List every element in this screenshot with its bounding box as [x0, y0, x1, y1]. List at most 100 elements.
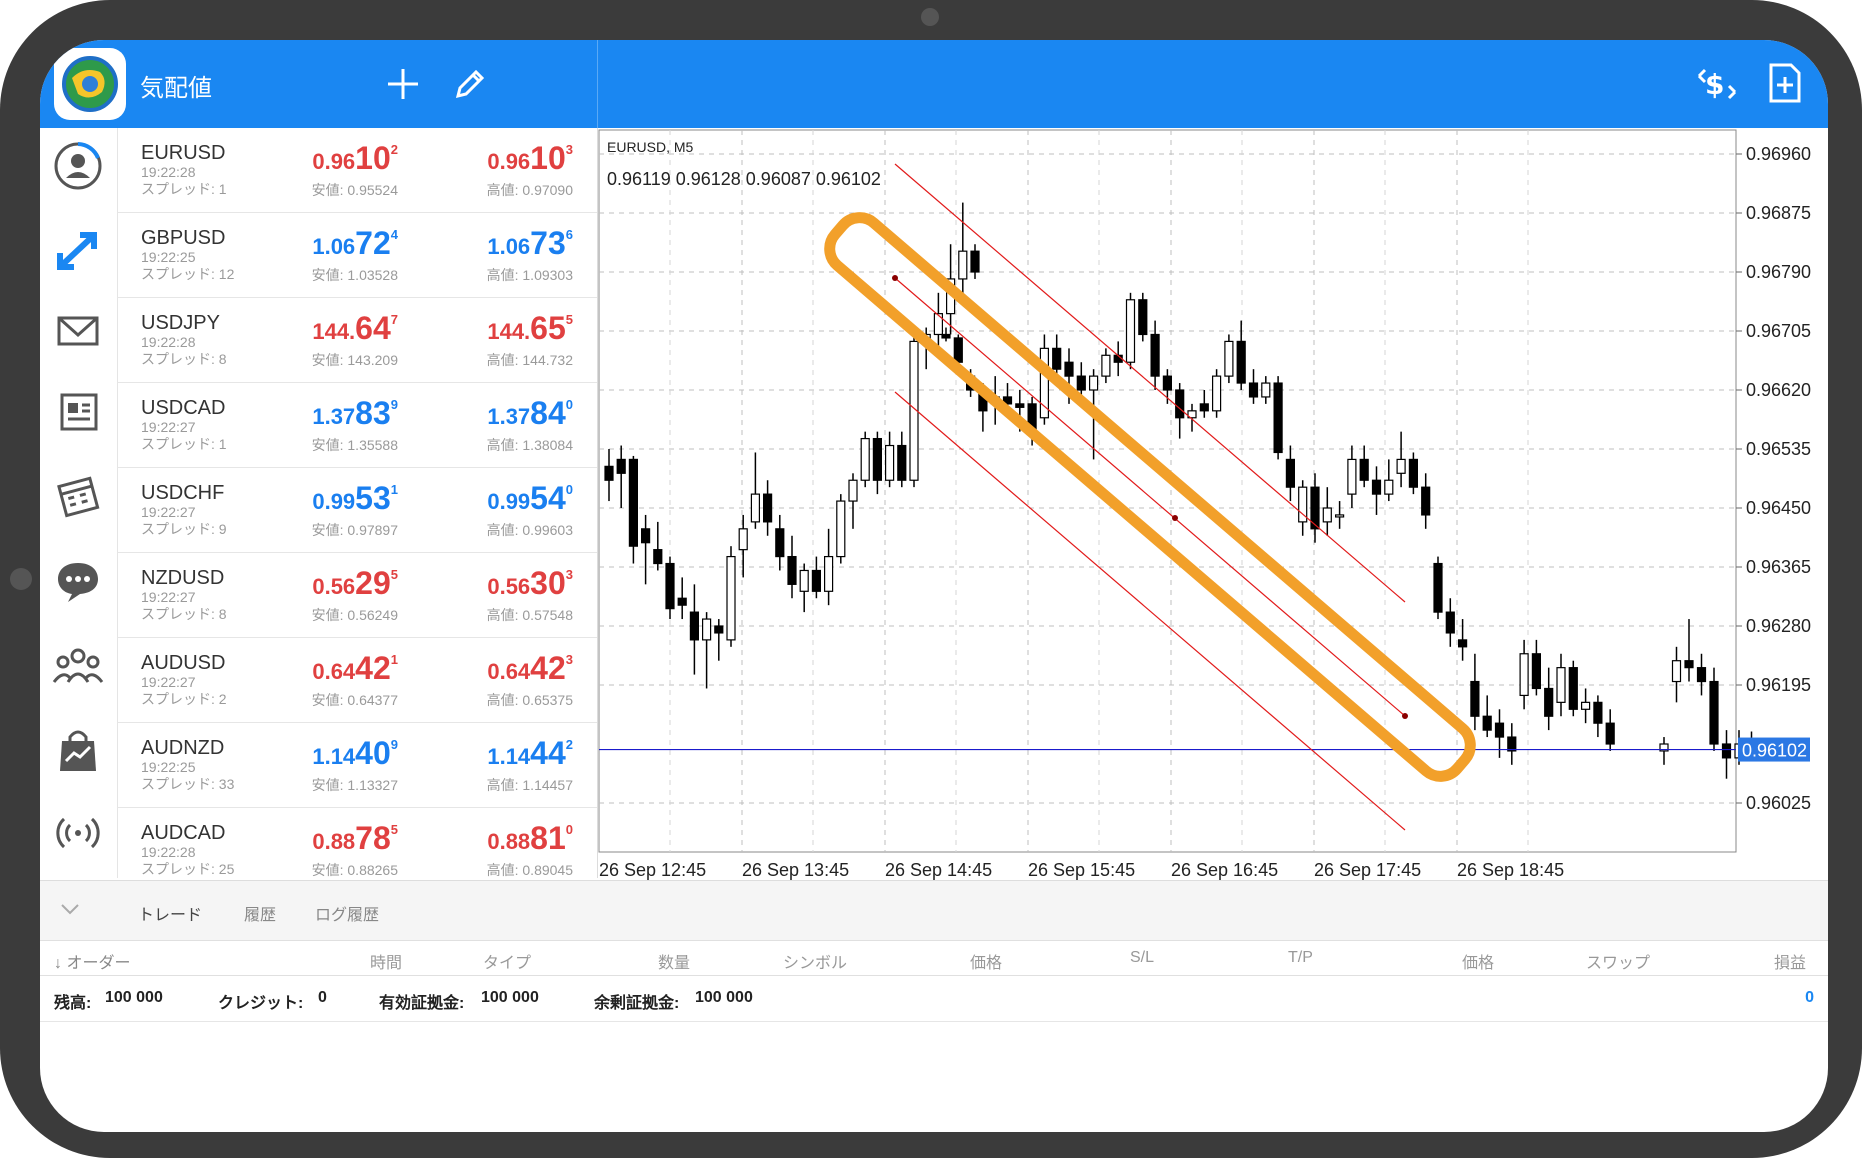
- candle-down: [1470, 680, 1480, 717]
- x-tick-label: 26 Sep 18:45: [1457, 860, 1564, 880]
- market-bag-icon[interactable]: [50, 723, 106, 779]
- chart-panel[interactable]: 0.96102 0.96960 0.96875 0.96790 0.96705 0.96…: [597, 128, 1828, 880]
- total-profit: 0: [1805, 989, 1814, 1006]
- candle-up: [1322, 507, 1332, 523]
- channel-lower-line: [894, 391, 1406, 831]
- candle-up: [1347, 458, 1357, 495]
- ask-prefix: 0.88: [487, 829, 531, 854]
- side-button[interactable]: [10, 568, 32, 590]
- candle-up: [1125, 299, 1136, 363]
- candle-down: [1408, 458, 1419, 488]
- quote-time: 19:22:27: [141, 504, 196, 520]
- edit-pencil-icon[interactable]: [452, 66, 488, 107]
- candle-down: [1482, 715, 1492, 731]
- x-tick-label: 26 Sep 16:45: [1171, 860, 1278, 880]
- calendar-icon[interactable]: [50, 468, 106, 524]
- quote-row[interactable]: GBPUSD 19:22:25 スプレッド: 12 1.06724 1.06736 安値:…: [117, 213, 597, 298]
- col-price[interactable]: 価格: [970, 955, 1003, 972]
- col-sl[interactable]: S/L: [1130, 949, 1155, 966]
- col-profit[interactable]: 損益: [1774, 955, 1807, 972]
- candle-down: [628, 458, 639, 547]
- quote-bid[interactable]: 1.37839: [312, 395, 398, 432]
- candle-up: [738, 528, 748, 551]
- community-icon[interactable]: [50, 638, 106, 694]
- tab-history[interactable]: 履歴: [244, 907, 277, 924]
- ask-prefix: 144.: [487, 319, 531, 344]
- quote-row[interactable]: AUDUSD 19:22:27 スプレッド: 2 0.64421 0.64423 安値: …: [117, 638, 597, 723]
- col-tp[interactable]: T/P: [1288, 949, 1313, 966]
- quote-ask[interactable]: 0.88810: [487, 820, 573, 857]
- quote-ask[interactable]: 1.37840: [487, 395, 573, 432]
- candle-down: [1371, 479, 1382, 495]
- y-tick-label: 0.96875: [1746, 203, 1811, 223]
- candle-down: [1721, 743, 1732, 759]
- camera-dot: [921, 8, 939, 26]
- quote-low: 安値: 1.35588: [311, 437, 398, 453]
- candle-up: [1671, 660, 1682, 683]
- mail-icon[interactable]: [50, 303, 106, 359]
- col-swap[interactable]: スワップ: [1586, 955, 1651, 972]
- tab-trade[interactable]: トレード: [138, 907, 203, 924]
- quote-bid[interactable]: 144.647: [312, 310, 398, 347]
- quote-ask[interactable]: 144.655: [487, 310, 573, 347]
- quote-row[interactable]: AUDCAD 19:22:28 スプレッド: 25 0.88785 0.88810 安値:…: [117, 808, 597, 878]
- balance-label: 残高:: [54, 995, 92, 1012]
- col-volume[interactable]: 数量: [658, 955, 691, 972]
- quote-ask[interactable]: 0.56303: [487, 565, 573, 602]
- quote-ask[interactable]: 0.96103: [487, 140, 573, 177]
- candle-up: [1187, 410, 1197, 419]
- candle-up: [750, 493, 760, 523]
- quote-bid[interactable]: 0.56295: [312, 565, 398, 602]
- candle-up: [958, 250, 968, 280]
- quote-row[interactable]: EURUSD 19:22:28 スプレッド: 1 0.96102 0.96103 安値: …: [117, 128, 597, 213]
- quote-bid[interactable]: 1.06724: [312, 225, 398, 262]
- quote-ask[interactable]: 0.64423: [487, 650, 573, 687]
- chevron-down-icon[interactable]: [58, 899, 82, 924]
- quote-row[interactable]: USDCHF 19:22:27 スプレッド: 9 0.99531 0.99540 安値: …: [117, 468, 597, 553]
- candle-down: [1568, 667, 1578, 710]
- quote-bid[interactable]: 0.99531: [312, 480, 398, 517]
- channel-anchor-mid: [1172, 515, 1178, 521]
- candle-up: [860, 437, 870, 481]
- bid-prefix: 1.14: [312, 744, 356, 769]
- svg-text:$: $: [1705, 68, 1724, 101]
- quote-row[interactable]: USDJPY 19:22:28 スプレッド: 8 144.647 144.655 安値: …: [117, 298, 597, 383]
- channel-anchor-end: [1402, 713, 1408, 719]
- add-icon[interactable]: [385, 66, 421, 107]
- app-logo-icon[interactable]: [54, 48, 126, 120]
- chat-icon[interactable]: [50, 553, 106, 609]
- quote-symbol: AUDUSD: [141, 652, 226, 674]
- quote-ask[interactable]: 0.99540: [487, 480, 573, 517]
- price-chart[interactable]: 0.96102 0.96960 0.96875 0.96790 0.96705 0.96…: [597, 128, 1828, 880]
- col-current-price[interactable]: 価格: [1462, 955, 1495, 972]
- quote-bid[interactable]: 0.96102: [312, 140, 398, 177]
- account-icon[interactable]: [50, 138, 106, 194]
- quote-row[interactable]: AUDNZD 19:22:25 スプレッド: 33 1.14409 1.14442 安値:…: [117, 723, 597, 808]
- quote-ask[interactable]: 1.14442: [487, 735, 573, 772]
- candle-up: [1298, 486, 1308, 523]
- quote-bid[interactable]: 1.14409: [312, 735, 398, 772]
- quote-bid[interactable]: 0.88785: [312, 820, 398, 857]
- quote-time: 19:22:27: [141, 589, 196, 605]
- quote-bid[interactable]: 0.64421: [312, 650, 398, 687]
- col-order[interactable]: ↓ オーダー: [54, 955, 131, 972]
- quotes-arrows-icon[interactable]: [50, 223, 106, 279]
- news-icon[interactable]: [50, 383, 106, 439]
- candle-down: [1150, 333, 1160, 377]
- col-symbol[interactable]: シンボル: [783, 955, 848, 972]
- quote-ask[interactable]: 1.06736: [487, 225, 573, 262]
- signal-icon[interactable]: [50, 803, 106, 859]
- col-time[interactable]: 時間: [370, 955, 403, 972]
- tab-log-history[interactable]: ログ履歴: [315, 907, 380, 924]
- new-order-icon[interactable]: [1768, 62, 1802, 109]
- quote-row[interactable]: NZDUSD 19:22:27 スプレッド: 8 0.56295 0.56303 安値: …: [117, 553, 597, 638]
- candle-down: [1709, 680, 1719, 745]
- col-type[interactable]: タイプ: [483, 955, 532, 972]
- ask-big: 44: [530, 735, 566, 771]
- ask-big: 84: [530, 395, 566, 431]
- y-tick-label: 0.96620: [1746, 380, 1811, 400]
- candle-down: [1064, 361, 1074, 377]
- quote-row[interactable]: USDCAD 19:22:27 スプレッド: 1 1.37839 1.37840 安値: …: [117, 383, 597, 468]
- trade-symbol-icon[interactable]: $: [1695, 64, 1739, 109]
- candle-down: [787, 555, 797, 585]
